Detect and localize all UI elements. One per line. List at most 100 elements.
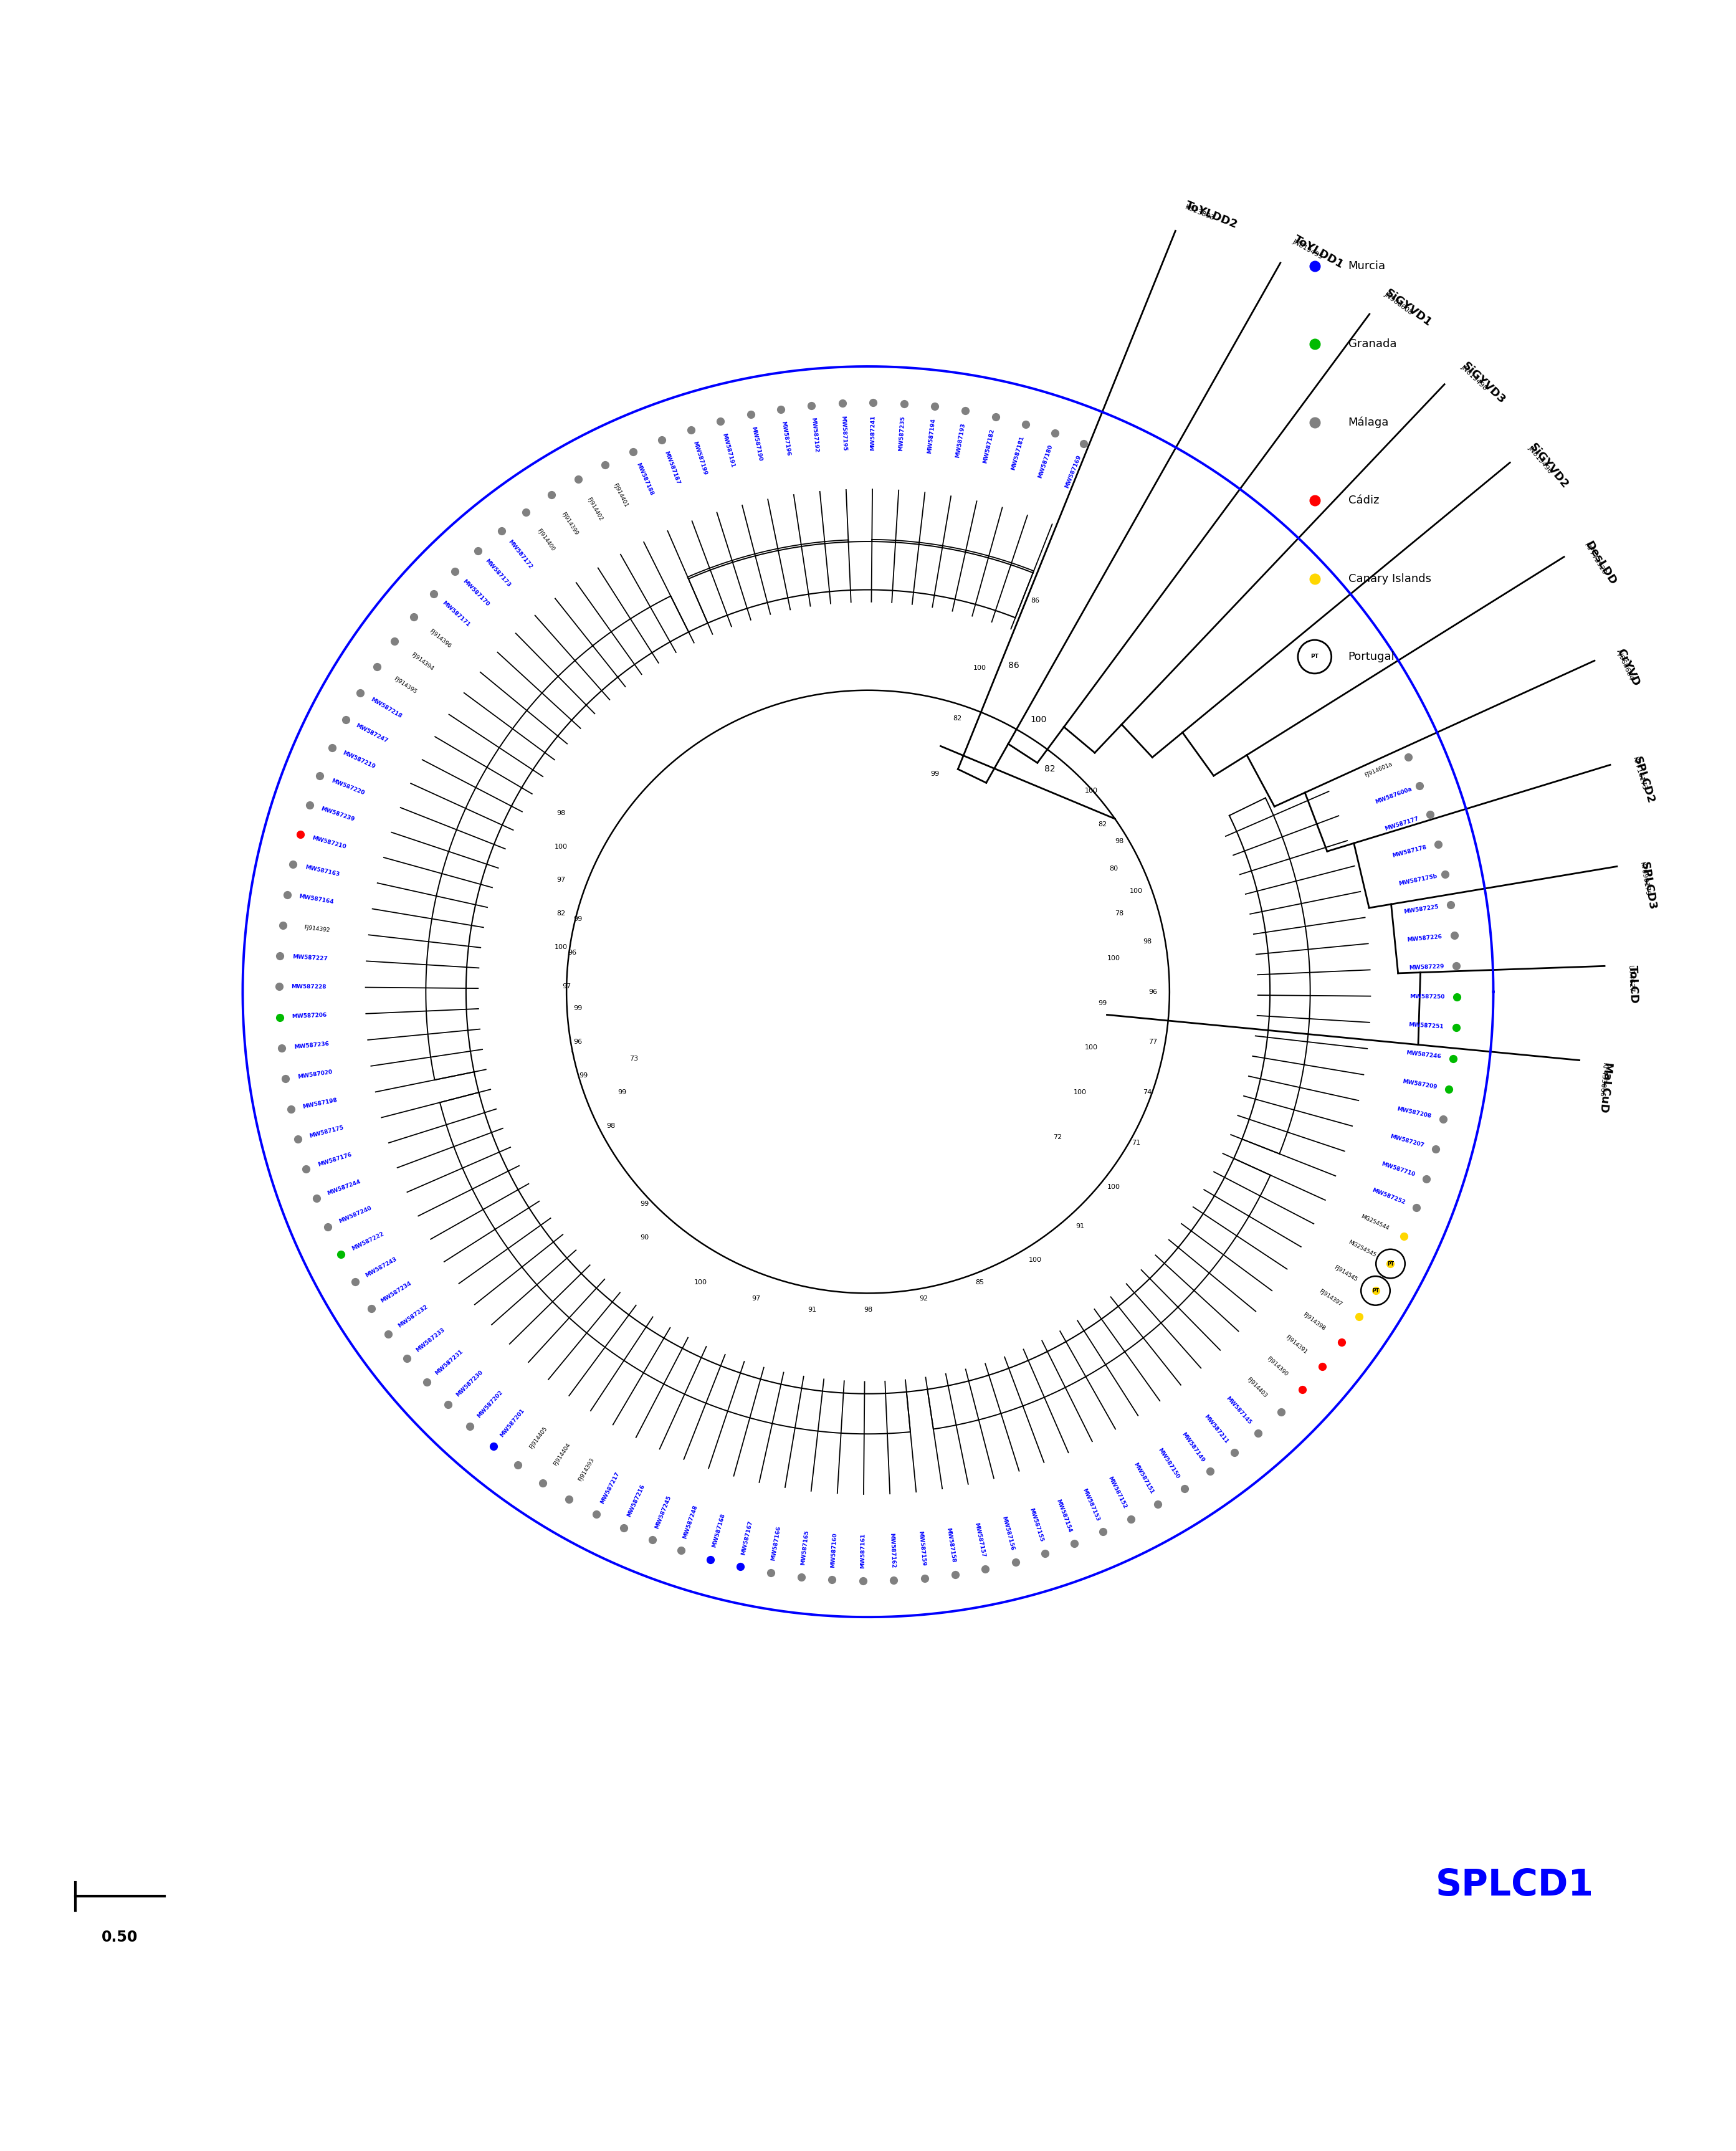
Text: MW587248: MW587248 [682,1504,700,1540]
Text: MW587167: MW587167 [741,1521,753,1555]
Text: MW587178: MW587178 [1392,845,1427,858]
Text: ToYLDD1: ToYLDD1 [1292,234,1345,271]
Text: MaLCuD: MaLCuD [1597,1063,1613,1114]
Text: 92: 92 [920,1295,929,1301]
Text: 71: 71 [1132,1140,1141,1146]
Text: MG254544: MG254544 [1359,1213,1389,1233]
Text: JN986608: JN986608 [1384,286,1418,316]
Text: MW587230: MW587230 [455,1370,484,1398]
Text: U74627: U74627 [1627,966,1641,992]
Text: DesLDD: DesLDD [1583,540,1618,587]
Text: FJ914397: FJ914397 [1318,1288,1344,1308]
Text: 100: 100 [1085,1045,1097,1050]
Text: MW587193: MW587193 [955,422,965,458]
Text: MW587169: MW587169 [1064,454,1082,488]
Text: JN819498: JN819498 [1460,359,1493,391]
Text: 100: 100 [1031,716,1047,725]
Text: FJ914398: FJ914398 [1302,1312,1326,1331]
Text: MW587211: MW587211 [1203,1413,1229,1445]
Text: MW587145: MW587145 [1226,1396,1252,1426]
Text: MW587149: MW587149 [1180,1430,1205,1463]
Text: 86: 86 [1009,660,1019,669]
Text: 72: 72 [1054,1134,1062,1140]
Text: 99: 99 [578,1073,589,1078]
Text: MW587227: MW587227 [292,953,328,961]
Text: FJ914390: FJ914390 [1266,1355,1288,1377]
Text: KT099179: KT099179 [1639,860,1658,897]
Text: MW587157: MW587157 [974,1523,986,1557]
Text: FJ914395: FJ914395 [392,675,418,695]
Text: 97: 97 [557,878,566,884]
Text: 85: 85 [976,1280,984,1284]
Text: MW587236: MW587236 [293,1041,330,1050]
Text: Murcia: Murcia [1349,260,1385,271]
Text: 97: 97 [562,983,571,989]
Text: MW587600a: MW587600a [1375,785,1413,804]
Text: MW587159: MW587159 [917,1532,925,1566]
Text: MW587175: MW587175 [309,1125,344,1138]
Text: MW587225: MW587225 [1403,903,1439,914]
Text: MW587162: MW587162 [889,1534,896,1568]
Text: 99: 99 [573,1005,582,1011]
Text: MW587231: MW587231 [434,1349,464,1377]
Text: 100: 100 [1073,1088,1087,1095]
Text: MW587218: MW587218 [370,697,403,718]
Text: MW587198: MW587198 [302,1097,339,1110]
Text: FJ914601a: FJ914601a [1363,761,1392,779]
Text: MW587182: MW587182 [983,428,995,465]
Text: 98: 98 [557,811,566,815]
Text: FJ914391: FJ914391 [1285,1334,1307,1355]
Text: 98: 98 [606,1123,616,1129]
Text: MW587234: MW587234 [380,1280,413,1304]
Text: MW587243: MW587243 [365,1256,398,1278]
Text: 96: 96 [1147,989,1158,996]
Text: FJ914405: FJ914405 [528,1426,549,1450]
Text: ToYLDD2: ToYLDD2 [1184,200,1240,230]
Text: MW587166: MW587166 [771,1525,781,1562]
Text: 98: 98 [1142,938,1151,944]
Text: MW587165: MW587165 [800,1529,809,1566]
Text: FJ914545: FJ914545 [1333,1265,1359,1282]
Text: MW587239: MW587239 [319,807,356,822]
Text: 96: 96 [573,1039,582,1045]
Text: MW587246: MW587246 [1406,1050,1441,1060]
Text: FJ914399: FJ914399 [561,512,580,536]
Text: MW587251: MW587251 [1408,1022,1444,1030]
Text: MW587175b: MW587175b [1397,873,1437,886]
Text: Málaga: Málaga [1349,417,1389,428]
Text: JN819495: JN819495 [1292,232,1328,260]
Text: SiGYVD1: SiGYVD1 [1384,286,1434,329]
Text: MW587020: MW587020 [297,1069,333,1080]
Text: MW587160: MW587160 [830,1532,838,1568]
Text: MW587201: MW587201 [498,1409,526,1439]
Text: MW587170: MW587170 [462,579,490,607]
Text: MW587161: MW587161 [859,1534,866,1568]
Text: MW587241: MW587241 [870,415,877,450]
Text: 97: 97 [752,1295,760,1301]
Text: PT: PT [1311,654,1319,660]
Text: MW587244: MW587244 [326,1179,361,1196]
Text: MW587163: MW587163 [304,865,340,878]
Text: MW587247: MW587247 [354,723,389,744]
Text: 98: 98 [1115,839,1123,843]
Text: AJ968684: AJ968684 [1614,645,1641,682]
Text: MG254545: MG254545 [1347,1239,1377,1258]
Text: 80: 80 [1109,867,1118,871]
Text: FJ914396: FJ914396 [429,628,451,650]
Text: MW587190: MW587190 [750,426,762,462]
Text: MW587171: MW587171 [441,600,470,628]
Text: MW587216: MW587216 [627,1484,646,1519]
Text: MW587153: MW587153 [1082,1486,1101,1521]
Text: MW587188: MW587188 [635,462,654,497]
Text: MW587219: MW587219 [342,751,377,770]
Text: 77: 77 [1147,1039,1158,1045]
Text: Portugal: Portugal [1349,652,1394,663]
Text: FJ914393: FJ914393 [578,1456,595,1482]
Text: FJ914401: FJ914401 [613,482,628,508]
Text: 91: 91 [807,1308,816,1312]
Text: 100: 100 [554,843,568,850]
Text: FJ914403: FJ914403 [1246,1377,1267,1398]
Text: MW587187: MW587187 [663,450,681,486]
Text: MW587155: MW587155 [1028,1508,1043,1542]
Text: MW587202: MW587202 [476,1390,503,1420]
